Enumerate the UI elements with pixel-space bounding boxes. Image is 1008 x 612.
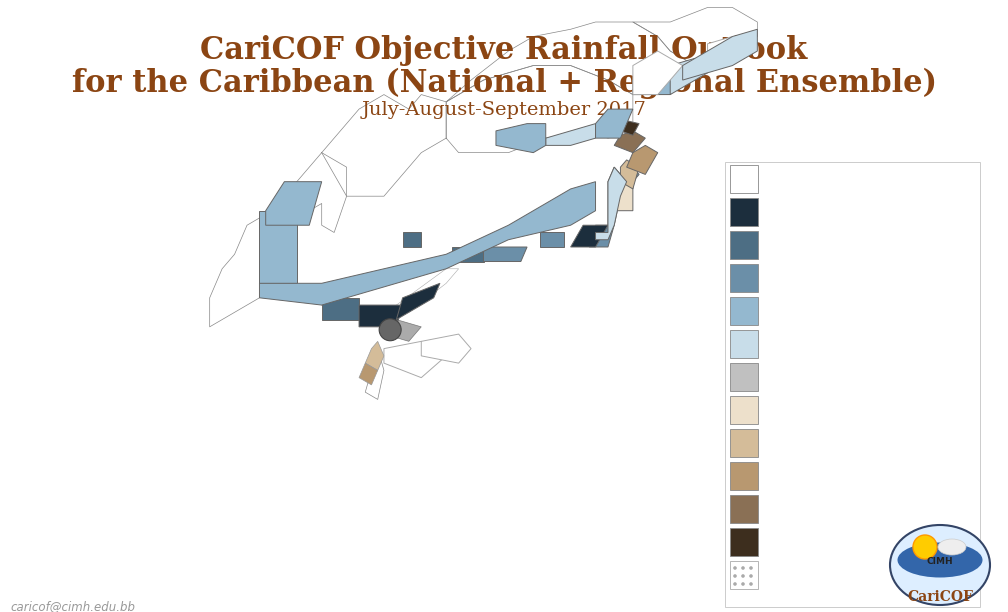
Polygon shape <box>627 146 658 174</box>
Circle shape <box>733 566 737 570</box>
Polygon shape <box>627 167 639 182</box>
Bar <box>730 330 758 358</box>
Text: caricof@cimh.edu.bb: caricof@cimh.edu.bb <box>10 600 135 612</box>
Bar <box>730 429 758 457</box>
Text: for the Caribbean (National + Regional Ensemble): for the Caribbean (National + Regional E… <box>72 68 936 99</box>
Polygon shape <box>322 298 359 319</box>
Bar <box>725 162 980 607</box>
Ellipse shape <box>890 525 990 605</box>
Polygon shape <box>614 182 633 211</box>
Text: BN >=70: BN >=70 <box>765 536 825 548</box>
Text: BN 45-49: BN 45-49 <box>765 436 824 449</box>
Polygon shape <box>596 167 627 240</box>
Circle shape <box>733 574 737 578</box>
Text: Missing: Missing <box>765 569 811 581</box>
Polygon shape <box>259 182 596 305</box>
Polygon shape <box>453 247 484 261</box>
Text: BN 50-59: BN 50-59 <box>765 469 824 482</box>
Text: AN 60-69: AN 60-69 <box>765 239 823 252</box>
Text: Climatology: Climatology <box>765 173 840 185</box>
Polygon shape <box>608 167 627 225</box>
Circle shape <box>741 582 745 586</box>
Circle shape <box>749 566 753 570</box>
Text: BN 40-44: BN 40-44 <box>765 403 824 417</box>
Polygon shape <box>596 109 633 138</box>
Polygon shape <box>708 37 733 73</box>
Bar <box>730 462 758 490</box>
Text: AN 50-59: AN 50-59 <box>765 272 824 285</box>
Polygon shape <box>384 319 421 341</box>
Bar <box>730 528 758 556</box>
Polygon shape <box>402 233 421 247</box>
Bar <box>730 396 758 424</box>
Polygon shape <box>614 131 645 152</box>
Polygon shape <box>359 305 402 327</box>
Polygon shape <box>545 124 596 146</box>
Circle shape <box>749 574 753 578</box>
Text: CariCOF Objective Rainfall Outlook: CariCOF Objective Rainfall Outlook <box>201 35 807 66</box>
Text: AN 40-44: AN 40-44 <box>765 337 823 351</box>
Circle shape <box>741 566 745 570</box>
Bar <box>730 495 758 523</box>
Polygon shape <box>621 121 639 135</box>
Polygon shape <box>633 73 682 95</box>
Circle shape <box>741 574 745 578</box>
Circle shape <box>749 582 753 586</box>
Ellipse shape <box>938 539 966 555</box>
Bar <box>730 231 758 259</box>
Text: CIMH: CIMH <box>926 556 954 565</box>
Text: BN 60-69: BN 60-69 <box>765 502 824 515</box>
Bar <box>730 363 758 391</box>
Polygon shape <box>621 160 639 189</box>
Polygon shape <box>682 29 757 80</box>
Text: N >=40: N >=40 <box>765 370 815 384</box>
Circle shape <box>379 319 401 341</box>
Bar <box>730 165 758 193</box>
Bar <box>730 198 758 226</box>
Text: AN  >=70: AN >=70 <box>765 206 828 218</box>
Circle shape <box>913 535 937 559</box>
Circle shape <box>733 582 737 586</box>
Polygon shape <box>396 283 439 319</box>
Polygon shape <box>421 334 471 363</box>
Polygon shape <box>590 225 614 247</box>
Polygon shape <box>670 58 708 95</box>
Bar <box>730 561 758 589</box>
Text: AN 45-49: AN 45-49 <box>765 305 823 318</box>
Polygon shape <box>496 124 545 152</box>
Ellipse shape <box>897 542 983 578</box>
Polygon shape <box>259 211 296 283</box>
Polygon shape <box>571 225 608 247</box>
Polygon shape <box>266 182 322 225</box>
Polygon shape <box>384 341 447 378</box>
Polygon shape <box>365 341 384 370</box>
Polygon shape <box>539 233 564 247</box>
Bar <box>730 264 758 292</box>
Text: July-August-September 2017: July-August-September 2017 <box>362 101 646 119</box>
Polygon shape <box>484 247 527 261</box>
Polygon shape <box>633 51 682 95</box>
Text: CariCOF: CariCOF <box>907 590 973 604</box>
Bar <box>730 297 758 325</box>
Polygon shape <box>359 363 378 385</box>
